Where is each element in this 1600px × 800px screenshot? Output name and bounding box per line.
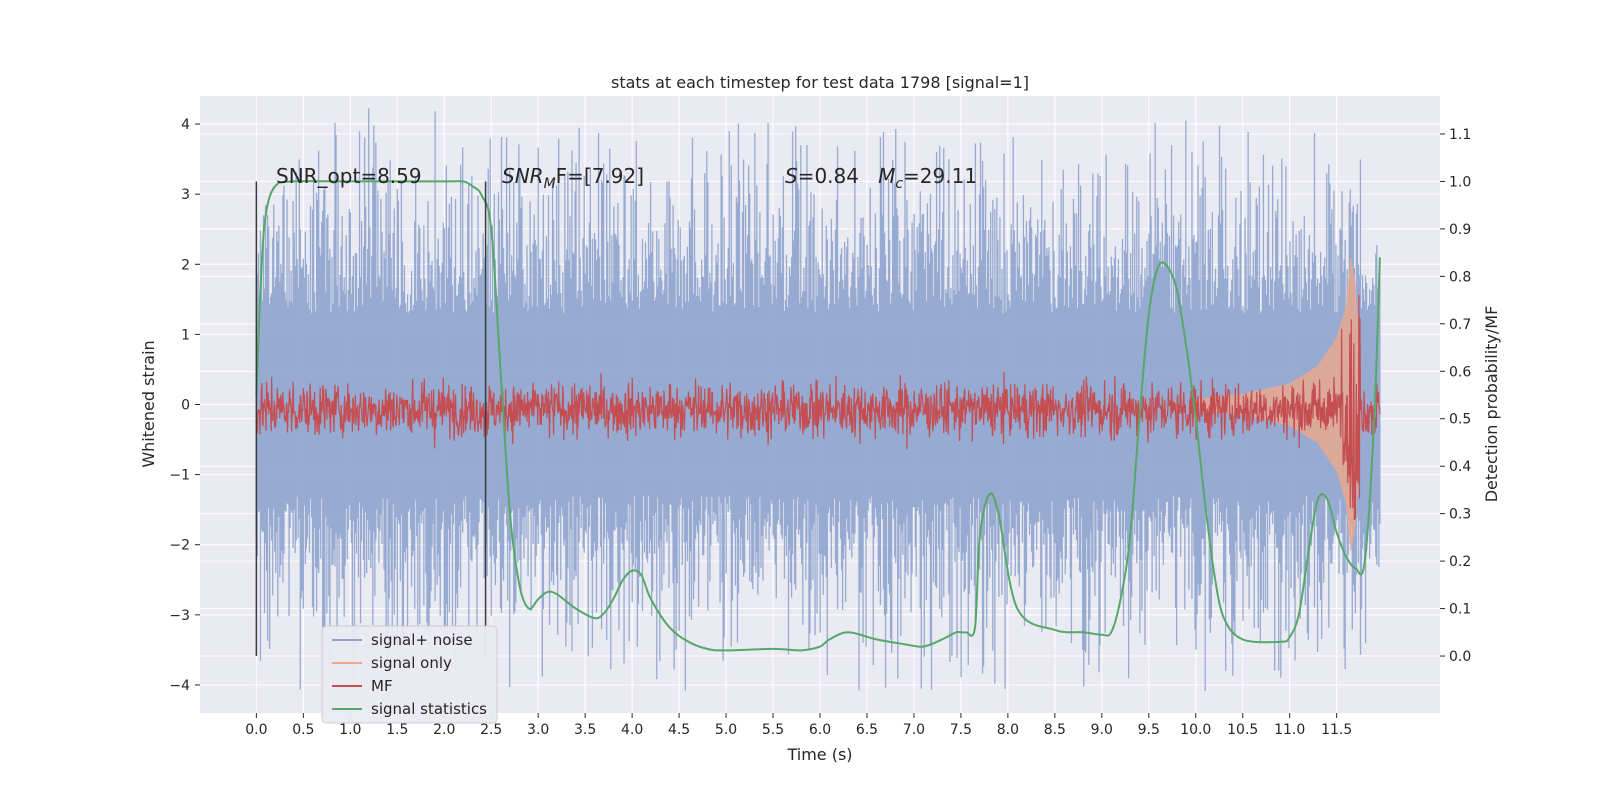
x-tick-label: 3.0 xyxy=(527,722,549,738)
y-tick-label: 3 xyxy=(181,187,190,203)
x-tick-label: 6.0 xyxy=(809,722,831,738)
x-tick-label: 4.0 xyxy=(621,722,643,738)
x-tick-label: 11.5 xyxy=(1321,722,1352,738)
snr-mf-main: SNR xyxy=(502,164,544,188)
x-axis-ticks: 0.0 0.5 1.0 1.5 2.0 2.5 3.0 3.5 4.0 4.5 5.0 5.5 6.0 6… xyxy=(245,713,1352,738)
stats-mc-symbol: M xyxy=(878,164,895,188)
legend: signal+ noise signal only MF signal stat… xyxy=(321,625,498,724)
y2-axis-ticks: 1.1 1.0 0.9 0.8 0.7 0.6 0.5 0.4 0.3 0.2 0.1 0.0 xyxy=(1440,127,1471,665)
legend-label-signal-statistics: signal statistics xyxy=(371,700,487,718)
y-tick-label: 4 xyxy=(181,117,190,133)
x-tick-label: 0.5 xyxy=(292,722,314,738)
chart-title: stats at each timestep for test data 179… xyxy=(611,73,1029,92)
legend-label-mf: MF xyxy=(371,677,393,695)
x-tick-label: 0.0 xyxy=(245,722,267,738)
x-tick-label: 11.0 xyxy=(1274,722,1305,738)
y-tick-label: −4 xyxy=(169,678,190,694)
legend-label-signal-noise: signal+ noise xyxy=(371,631,473,649)
x-tick-label: 5.5 xyxy=(762,722,784,738)
snr-mf-sub: M xyxy=(544,176,556,192)
y2-tick-label: 0.8 xyxy=(1449,269,1471,285)
x-tick-label: 9.5 xyxy=(1138,722,1160,738)
y-axis-label: Whitened strain xyxy=(139,340,158,467)
x-tick-label: 6.5 xyxy=(856,722,878,738)
x-tick-label: 5.0 xyxy=(715,722,737,738)
stats-mc-sub: c xyxy=(895,176,903,192)
y2-tick-label: 1.1 xyxy=(1449,127,1471,143)
y-tick-label: 2 xyxy=(181,257,190,273)
y2-tick-label: 0.0 xyxy=(1449,649,1471,665)
y2-tick-label: 0.3 xyxy=(1449,507,1471,523)
x-tick-label: 10.5 xyxy=(1227,722,1258,738)
series-mf xyxy=(255,294,1381,521)
x-tick-label: 4.5 xyxy=(668,722,690,738)
y-tick-label: −2 xyxy=(169,538,190,554)
series-layer xyxy=(255,108,1381,702)
y2-tick-label: 0.5 xyxy=(1449,412,1471,428)
legend-label-signal-only: signal only xyxy=(371,654,452,672)
x-tick-label: 8.5 xyxy=(1044,722,1066,738)
y2-tick-label: 0.4 xyxy=(1449,459,1471,475)
x-tick-label: 9.0 xyxy=(1091,722,1113,738)
x-tick-label: 2.5 xyxy=(480,722,502,738)
vertical-markers xyxy=(255,181,487,657)
x-tick-label: 8.0 xyxy=(997,722,1019,738)
legend-box xyxy=(321,625,498,724)
x-tick-label: 7.0 xyxy=(903,722,925,738)
x-tick-label: 3.5 xyxy=(574,722,596,738)
annotation-snr-mf: SNRMF=[7.92] xyxy=(502,164,644,192)
stats-s-symbol: S xyxy=(785,164,798,188)
y2-tick-label: 0.1 xyxy=(1449,602,1471,618)
y2-tick-label: 1.0 xyxy=(1449,174,1471,190)
y-tick-label: 0 xyxy=(181,398,190,414)
y2-tick-label: 0.2 xyxy=(1449,554,1471,570)
x-tick-label: 10.0 xyxy=(1180,722,1211,738)
stats-s-value: =0.84 xyxy=(798,164,878,188)
annotation-stats: S=0.84 Mc=29.11 xyxy=(785,164,977,192)
x-tick-label: 1.5 xyxy=(386,722,408,738)
series-signal-statistics xyxy=(255,180,1381,652)
y2-tick-label: 0.9 xyxy=(1449,222,1471,238)
y-tick-label: 1 xyxy=(181,327,190,343)
x-tick-label: 1.0 xyxy=(339,722,361,738)
y2-axis-label: Detection probability/MF xyxy=(1482,306,1501,503)
annotation-snr-opt: SNR_opt=8.59 xyxy=(276,164,422,188)
y2-tick-label: 0.7 xyxy=(1449,317,1471,333)
y-tick-label: −1 xyxy=(169,468,190,484)
y-axis-ticks: 4 3 2 1 0 −1 −2 −3 −4 xyxy=(169,117,200,694)
y-tick-label: −3 xyxy=(169,608,190,624)
stats-mc-value: =29.11 xyxy=(903,164,977,188)
x-tick-label: 7.5 xyxy=(950,722,972,738)
snr-mf-rest: F=[7.92] xyxy=(556,164,644,188)
y2-tick-label: 0.6 xyxy=(1449,364,1471,380)
x-axis-label: Time (s) xyxy=(786,745,852,764)
x-tick-label: 2.0 xyxy=(433,722,455,738)
